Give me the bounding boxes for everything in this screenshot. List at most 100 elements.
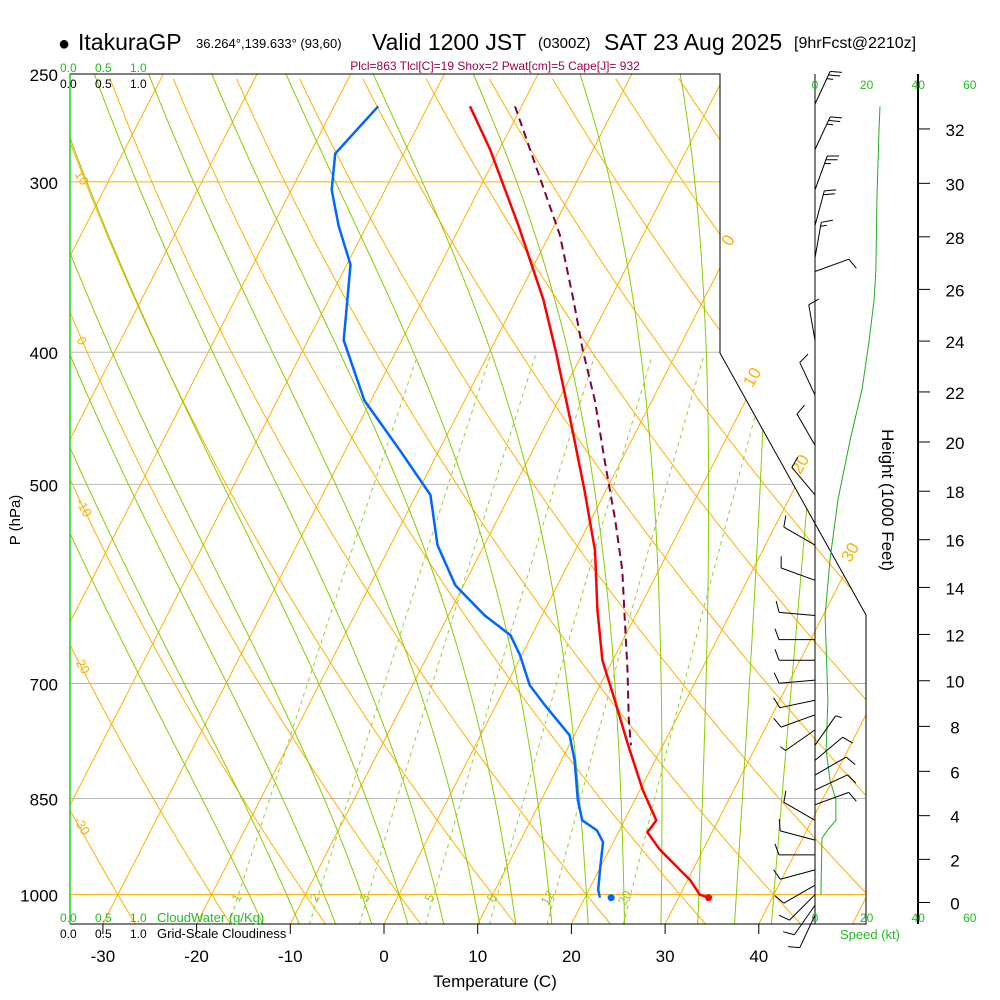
height-tick-label: 2 (950, 851, 959, 870)
dry-adiabat-label: -10 (73, 496, 95, 520)
cloudiness-tick-top: 0.0 (60, 77, 77, 91)
cloudwater-tick-top: 1.0 (130, 61, 147, 75)
pressure-tick-label: 500 (30, 476, 58, 495)
wind-barb-full (828, 119, 841, 123)
temperature-tick-label: 20 (562, 947, 581, 966)
wind-barb-full (773, 672, 780, 684)
mixing-ratio-line (424, 355, 596, 924)
wind-barb (814, 736, 853, 761)
wind-barb-full (774, 628, 780, 640)
wind-barb-staff (814, 258, 849, 272)
wind-barb-full (845, 756, 856, 765)
wind-barb-staff (814, 190, 825, 226)
wind-barb-staff (799, 914, 816, 948)
cloudwater-tick-bottom: 0.0 (60, 911, 77, 925)
dry-adiabat-line (615, 78, 866, 924)
wind-barb (808, 298, 820, 341)
wind-barb-full (774, 895, 785, 904)
wind-barb-staff (814, 774, 848, 791)
wind-barb-full (775, 600, 780, 613)
height-tick-label: 8 (950, 718, 959, 737)
height-tick-label: 22 (946, 384, 965, 403)
dewpoint-line (330, 105, 605, 898)
wind-barb (780, 729, 816, 751)
moist-adiabat-line (579, 74, 663, 924)
wind-barb-full (773, 717, 782, 728)
title-bullet: ● (58, 33, 70, 55)
speed-tick-label-bottom: 0 (812, 911, 819, 925)
dry-adiabat-line (995, 79, 1000, 925)
dry-adiabat-line (932, 79, 1000, 925)
cloudwater-tick-top: 0.0 (60, 61, 77, 75)
temperature-tick-label: -30 (91, 947, 116, 966)
wind-barb (774, 884, 816, 904)
wind-barb-full (828, 74, 841, 77)
wind-barb (814, 774, 857, 791)
wind-barb (773, 697, 816, 709)
dry-adiabat-line (70, 78, 232, 924)
isotherm-line (570, 74, 866, 924)
moist-adiabat-line (148, 74, 481, 924)
wind-barb-staff (814, 71, 831, 105)
wind-barb-staff (808, 304, 816, 341)
wind-barb (814, 70, 842, 105)
mixing-ratio-line (488, 355, 653, 924)
moist-adiabat-line (70, 74, 373, 924)
wind-barb-full (778, 914, 790, 921)
dry-adiabat-line (172, 78, 707, 924)
height-tick-label: 24 (946, 333, 965, 352)
moist-adiabat-line (472, 74, 625, 924)
wind-barb (778, 894, 816, 921)
wind-barb-staff (814, 736, 843, 761)
height-tick-label: 18 (946, 483, 965, 502)
wind-barb-full (830, 70, 842, 73)
cloudiness-tick-bottom: 1.0 (130, 927, 147, 941)
cloudiness-label: Grid-Scale Cloudiness (157, 926, 287, 941)
isotherm-line (70, 74, 445, 924)
wind-barb (773, 869, 816, 880)
mixing-ratio-label: 1 (228, 891, 245, 905)
pressure-tick-label: 400 (30, 344, 58, 363)
speed-tick-label-top: 0 (812, 78, 819, 92)
wind-barb (788, 914, 816, 949)
wind-barb-full (824, 189, 837, 192)
wind-barb-half (820, 224, 827, 227)
mixing-ratio-label: 5 (421, 891, 438, 905)
wind-barb-full (799, 353, 809, 363)
temperature-tick-label: 40 (749, 947, 768, 966)
cloudiness-tick-top: 1.0 (130, 77, 147, 91)
dry-adiabat-label: 10 (72, 168, 92, 188)
dry-adiabat-line (109, 78, 612, 924)
wind-barb-full (782, 931, 795, 936)
wind-barb (799, 353, 816, 396)
wind-barb (774, 843, 815, 856)
moist-adiabat-line (372, 74, 589, 924)
dry-adiabat-line (70, 78, 422, 924)
wind-barb-staff (783, 801, 816, 821)
wind-barb (775, 600, 816, 616)
wind-speed-profile-line (820, 106, 881, 895)
wind-barb-half (826, 123, 834, 126)
speed-tick-label-top: 20 (860, 78, 874, 92)
wind-barb-full (842, 736, 853, 744)
wind-barb-staff (779, 679, 816, 684)
dry-adiabat-line (488, 78, 866, 924)
wind-barb-staff (780, 869, 816, 880)
moist-adiabat-line (770, 74, 839, 924)
temperature-tick-label: 30 (656, 947, 675, 966)
wind-barb (814, 116, 842, 150)
temperature-tick-label: -10 (278, 947, 303, 966)
moist-adiabat-line (734, 74, 769, 924)
mixing-ratio-label: 12 (537, 888, 557, 908)
mixing-ratio-line (358, 355, 536, 924)
dry-adiabat-line (70, 78, 517, 924)
mixing-ratio-line (622, 355, 773, 924)
wind-barb-staff (783, 526, 816, 546)
mixing-ratio-label: 3 (356, 891, 373, 905)
wind-barb-full (848, 792, 857, 802)
wind-barb-staff (814, 222, 822, 258)
isotherm-line (851, 74, 866, 924)
wind-barb (814, 258, 857, 272)
isotherm-line (102, 74, 539, 924)
moist-adiabat-line (70, 74, 264, 924)
